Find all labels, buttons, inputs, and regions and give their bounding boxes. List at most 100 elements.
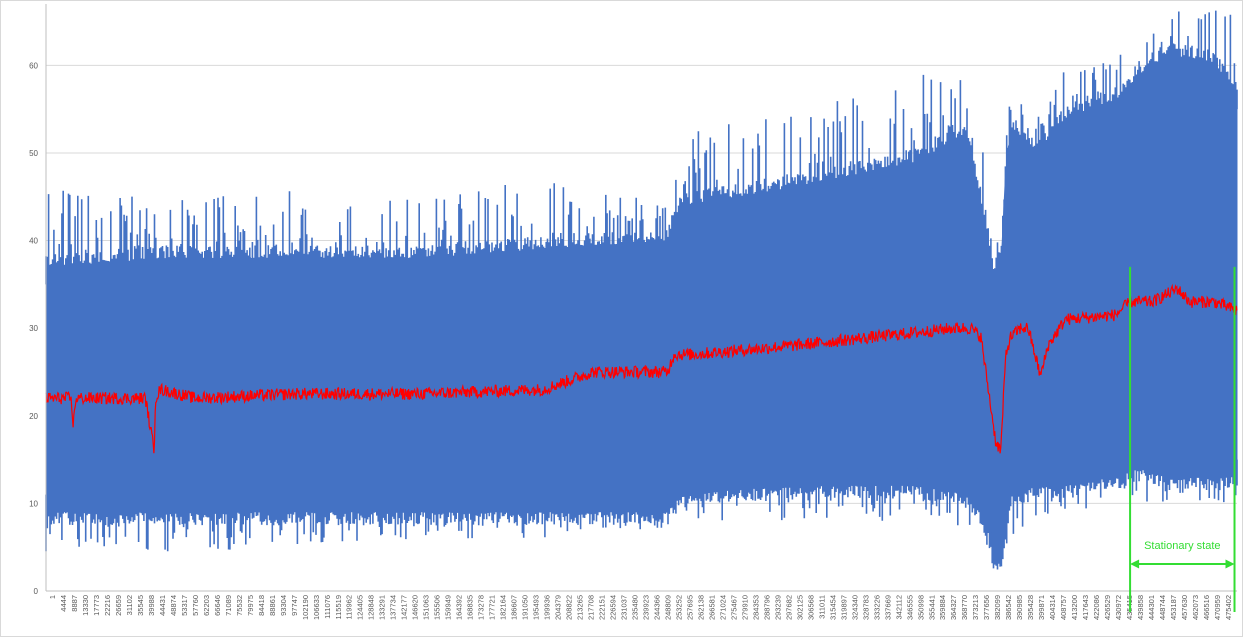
x-tick-label: 413200 bbox=[1070, 595, 1079, 620]
x-tick-label: 262138 bbox=[696, 595, 705, 620]
x-tick-label: 302125 bbox=[795, 595, 804, 620]
x-tick-label: 128848 bbox=[367, 595, 376, 620]
x-tick-label: 395428 bbox=[1026, 595, 1035, 620]
x-tick-label: 244366 bbox=[653, 595, 662, 620]
x-tick-label: 137734 bbox=[389, 595, 398, 620]
annotation-arrow-head-left bbox=[1130, 559, 1140, 569]
y-tick-label-0: 0 bbox=[34, 587, 39, 596]
x-tick-label: 470959 bbox=[1213, 595, 1222, 620]
x-tick-label: 159949 bbox=[444, 595, 453, 620]
x-tick-label: 315454 bbox=[828, 595, 837, 620]
x-tick-label: 444301 bbox=[1147, 595, 1156, 620]
x-tick-label: 124405 bbox=[356, 595, 365, 620]
x-tick-label: 448744 bbox=[1158, 595, 1167, 620]
x-tick-label: 462073 bbox=[1191, 595, 1200, 620]
x-tick-label: 22216 bbox=[103, 595, 112, 616]
x-tick-label: 275467 bbox=[729, 595, 738, 620]
x-tick-label: 453187 bbox=[1169, 595, 1178, 620]
x-tick-label: 382099 bbox=[993, 595, 1002, 620]
x-tick-label: 106633 bbox=[312, 595, 321, 620]
x-tick-label: 182164 bbox=[499, 595, 508, 620]
x-tick-label: 57760 bbox=[191, 595, 200, 616]
x-tick-label: 311011 bbox=[817, 595, 826, 619]
x-tick-label: 177721 bbox=[488, 595, 497, 620]
x-tick-label: 204379 bbox=[554, 595, 563, 620]
x-tick-label: 88861 bbox=[268, 595, 277, 616]
x-tick-label: 408757 bbox=[1059, 595, 1068, 620]
x-tick-label: 457630 bbox=[1180, 595, 1189, 620]
x-tick-label: 222151 bbox=[598, 595, 607, 620]
x-tick-label: 426529 bbox=[1103, 595, 1112, 620]
y-tick-label-30: 30 bbox=[29, 324, 38, 333]
x-tick-label: 350998 bbox=[916, 595, 925, 620]
y-tick-label-60: 60 bbox=[29, 61, 38, 70]
x-tick-label: 319897 bbox=[839, 595, 848, 620]
x-tick-label: 164392 bbox=[455, 595, 464, 620]
x-tick-label: 191050 bbox=[521, 595, 530, 620]
x-tick-label: 71089 bbox=[224, 595, 233, 616]
x-tick-label: 66646 bbox=[213, 595, 222, 616]
x-tick-label: 399871 bbox=[1037, 595, 1046, 620]
x-tick-label: 253252 bbox=[675, 595, 684, 620]
x-tick-label: 13330 bbox=[81, 595, 90, 616]
x-tick-label: 346555 bbox=[905, 595, 914, 620]
x-tick-label: 417643 bbox=[1081, 595, 1090, 620]
x-tick-label: 373213 bbox=[971, 595, 980, 620]
x-tick-label: 115519 bbox=[334, 595, 343, 619]
y-tick-label-50: 50 bbox=[29, 149, 38, 158]
x-tick-label: 62203 bbox=[202, 595, 211, 616]
x-tick-label: 155506 bbox=[433, 595, 442, 620]
x-tick-label: 226594 bbox=[609, 595, 618, 620]
annotation-label: Stationary state bbox=[1144, 540, 1220, 552]
x-tick-label: 111076 bbox=[323, 595, 332, 619]
x-tick-label: 288796 bbox=[762, 595, 771, 620]
x-tick-label: 390985 bbox=[1015, 595, 1024, 620]
x-tick-label: 359884 bbox=[938, 595, 947, 620]
x-tick-label: 217708 bbox=[587, 595, 596, 620]
x-tick-label: 102190 bbox=[301, 595, 310, 620]
x-tick-label: 97747 bbox=[290, 595, 299, 616]
x-tick-label: 173278 bbox=[477, 595, 486, 620]
x-tick-label: 168835 bbox=[466, 595, 475, 620]
x-tick-label: 199936 bbox=[543, 595, 552, 620]
x-tick-label: 422086 bbox=[1092, 595, 1101, 620]
x-tick-label: 93304 bbox=[279, 595, 288, 616]
x-tick-label: 355441 bbox=[927, 595, 936, 620]
x-tick-label: 4444 bbox=[59, 595, 68, 612]
x-tick-label: 8887 bbox=[70, 595, 79, 612]
x-tick-label: 17773 bbox=[92, 595, 101, 616]
x-tick-label: 368770 bbox=[960, 595, 969, 620]
x-tick-label: 142177 bbox=[400, 595, 409, 620]
x-tick-label: 293239 bbox=[773, 595, 782, 620]
x-tick-label: 279910 bbox=[740, 595, 749, 620]
x-tick-label: 342112 bbox=[894, 595, 903, 619]
x-tick-label: 119962 bbox=[345, 595, 354, 619]
annotation-arrow-head-right bbox=[1225, 559, 1235, 569]
x-tick-label: 146620 bbox=[411, 595, 420, 620]
x-tick-label: 297682 bbox=[784, 595, 793, 620]
x-tick-label: 248809 bbox=[664, 595, 673, 620]
x-tick-label: 386542 bbox=[1004, 595, 1013, 620]
x-tick-label: 337669 bbox=[883, 595, 892, 620]
x-tick-label: 75532 bbox=[235, 595, 244, 616]
x-tick-label: 84418 bbox=[257, 595, 266, 616]
x-tick-label: 1 bbox=[48, 595, 57, 599]
x-tick-label: 377656 bbox=[982, 595, 991, 620]
x-tick-label: 404314 bbox=[1048, 595, 1057, 620]
y-tick-label-40: 40 bbox=[29, 237, 38, 246]
x-tick-label: 266581 bbox=[707, 595, 716, 620]
x-tick-label: 364327 bbox=[949, 595, 958, 620]
x-tick-label: 53317 bbox=[180, 595, 189, 616]
series-mean-line bbox=[45, 283, 1238, 454]
x-tick-label: 26659 bbox=[114, 595, 123, 616]
x-tick-label: 186607 bbox=[510, 595, 519, 620]
x-tick-label: 79975 bbox=[246, 595, 255, 616]
y-tick-label-10: 10 bbox=[29, 499, 38, 508]
x-tick-label: 208822 bbox=[565, 595, 574, 620]
x-tick-label: 231037 bbox=[620, 595, 629, 620]
x-tick-label: 324340 bbox=[850, 595, 859, 620]
x-tick-label: 44431 bbox=[158, 595, 167, 616]
x-tick-label: 213265 bbox=[576, 595, 585, 620]
